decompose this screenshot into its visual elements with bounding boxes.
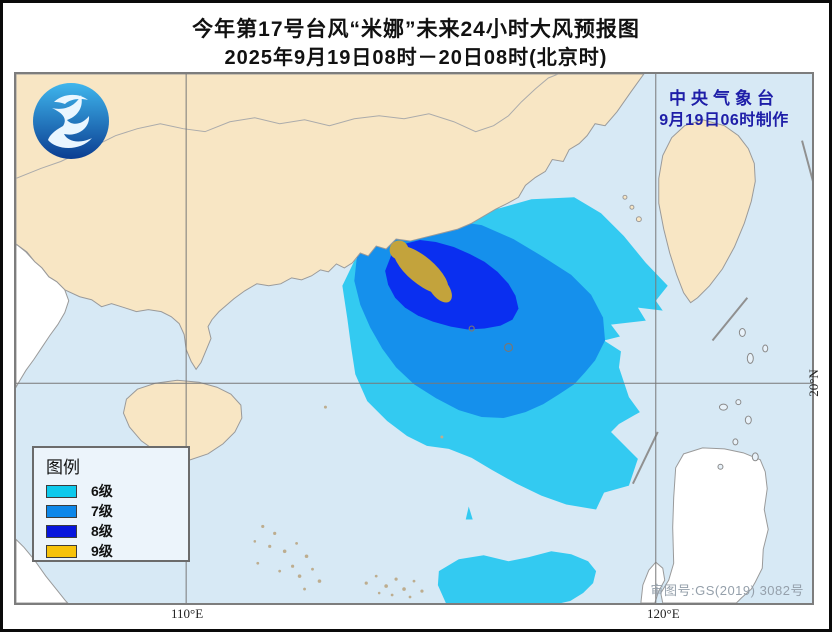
wind-area-grade9 [389,240,452,303]
issue-time: 9月19日06时制作 [659,112,789,129]
taiwan-island [658,119,756,304]
axis-label-110e: 110°E [171,606,204,621]
legend-label: 9级 [91,543,113,559]
legend-box: 图例 6级 7级 8级 9级 [32,446,190,562]
forecast-map: 中央气象台 9月19日06时制作 图例 6级 7级 8级 9级 审图号:GS(2… [14,72,814,605]
legend-label: 8级 [91,523,113,539]
batanes-islets [717,328,769,470]
penghu-islet [622,194,628,200]
legend-row: 7级 [46,501,188,521]
sea-boundary-dashes [632,140,812,485]
page-title: 今年第17号台风“米娜”未来24小时大风预报图 [192,18,640,41]
hainan-island [122,379,243,461]
axis-label-20n: 20°N [805,369,821,397]
page-subtitle-date-range: 2025年9月19日08时－20日08时(北京时) [224,47,608,69]
legend-row: 9级 [46,541,188,561]
paracel-island-dots [253,405,444,599]
vietnam-coast-north [16,243,70,389]
legend-title: 图例 [46,458,80,477]
legend-label: 7级 [91,503,113,519]
pratas-islet-rings [468,325,514,353]
legend-swatch-grade7 [46,504,77,518]
legend-row: 8级 [46,521,188,541]
penghu-islet [629,204,635,210]
axis-label-120e: 120°E [647,606,680,621]
mainland-china [16,74,645,371]
credit-block: 中央气象台 9月19日06时制作 [638,88,810,132]
legend-label: 6级 [91,483,113,499]
legend-swatch-grade9 [46,544,77,558]
legend-swatch-grade6 [46,484,77,498]
vietnam-coast-south [16,538,69,603]
agency-name: 中央气象台 [669,89,779,108]
cma-logo [33,83,109,159]
legend-swatch-grade8 [46,524,77,538]
map-approval-number: 审图号:GS(2019) 3082号 [650,583,804,598]
penghu-islet [635,216,642,223]
legend-row: 6级 [46,481,188,501]
china-landmass [16,74,756,461]
